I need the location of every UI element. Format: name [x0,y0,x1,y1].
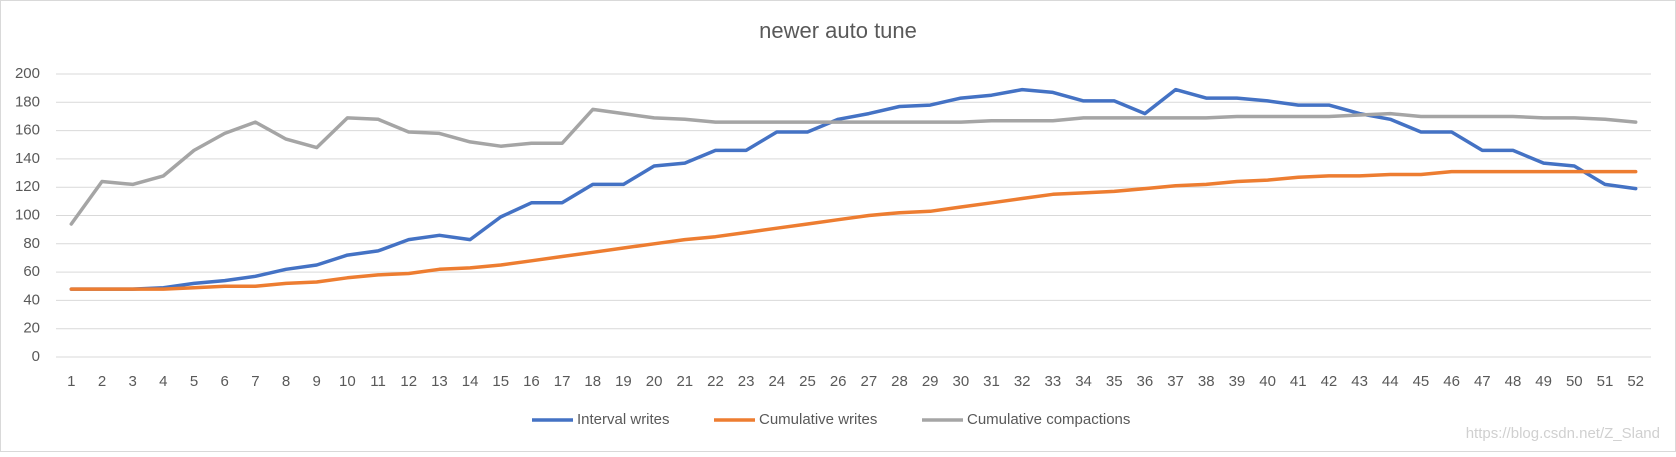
x-tick-label: 8 [282,373,290,390]
x-tick-label: 38 [1198,373,1215,390]
x-tick-label: 4 [159,373,167,390]
x-tick-label: 47 [1474,373,1491,390]
y-tick-label: 180 [15,93,40,110]
series-line [69,87,1638,291]
x-tick-label: 32 [1014,373,1031,390]
y-tick-label: 200 [15,65,40,82]
x-tick-label: 37 [1167,373,1184,390]
x-tick-label: 31 [983,373,1000,390]
x-tick-label: 43 [1351,373,1368,390]
x-tick-label: 18 [584,373,601,390]
x-tick-label: 51 [1597,373,1614,390]
series-line [69,107,1638,226]
y-tick-label: 160 [15,122,40,139]
x-tick-label: 6 [221,373,229,390]
x-tick-label: 39 [1229,373,1246,390]
x-tick-label: 46 [1443,373,1460,390]
x-tick-label: 29 [922,373,939,390]
x-tick-label: 7 [251,373,259,390]
y-tick-label: 140 [15,150,40,167]
x-tick-label: 3 [129,373,137,390]
x-tick-label: 49 [1535,373,1552,390]
x-tick-label: 16 [523,373,540,390]
legend-label: Cumulative compactions [967,411,1130,428]
x-tick-label: 50 [1566,373,1583,390]
legend-label: Interval writes [577,411,670,428]
x-tick-label: 5 [190,373,198,390]
x-tick-label: 10 [339,373,356,390]
y-tick-label: 20 [23,320,40,337]
x-tick-label: 33 [1045,373,1062,390]
x-tick-label: 35 [1106,373,1123,390]
y-tick-label: 60 [23,263,40,280]
x-tick-label: 22 [707,373,724,390]
x-tick-label: 26 [830,373,847,390]
y-tick-label: 80 [23,235,40,252]
x-tick-label: 41 [1290,373,1307,390]
x-tick-label: 15 [492,373,509,390]
x-tick-label: 20 [646,373,663,390]
y-tick-label: 40 [23,291,40,308]
y-tick-label: 120 [15,178,40,195]
x-tick-label: 21 [676,373,693,390]
x-tick-label: 34 [1075,373,1092,390]
x-tick-label: 45 [1413,373,1430,390]
x-tick-label: 52 [1627,373,1644,390]
x-tick-label: 27 [860,373,877,390]
y-tick-label: 100 [15,206,40,223]
x-tick-label: 1 [67,373,75,390]
x-tick-label: 30 [953,373,970,390]
x-tick-label: 24 [768,373,785,390]
x-tick-label: 9 [313,373,321,390]
x-tick-label: 36 [1137,373,1154,390]
x-tick-label: 28 [891,373,908,390]
x-tick-label: 19 [615,373,632,390]
x-tick-label: 17 [554,373,571,390]
legend-label: Cumulative writes [759,411,877,428]
y-tick-label: 0 [32,348,40,365]
chart-title: newer auto tune [759,18,917,43]
x-tick-label: 12 [400,373,417,390]
x-tick-label: 48 [1505,373,1522,390]
x-tick-label: 44 [1382,373,1399,390]
x-tick-label: 13 [431,373,448,390]
x-tick-label: 11 [370,373,386,390]
x-tick-label: 25 [799,373,816,390]
x-tick-label: 42 [1321,373,1338,390]
x-tick-label: 2 [98,373,106,390]
x-tick-label: 23 [738,373,755,390]
series-line [69,169,1638,291]
watermark: https://blog.csdn.net/Z_Sland [1466,425,1660,442]
x-tick-label: 14 [462,373,479,390]
x-tick-label: 40 [1259,373,1276,390]
